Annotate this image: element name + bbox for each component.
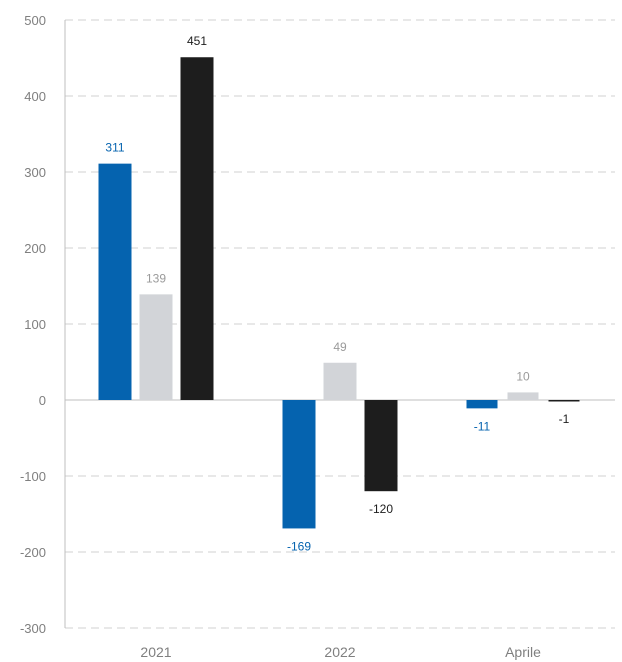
y-axis-tick-labels: 500 400 300 200 100 0 -100 -200 -300 — [20, 13, 46, 636]
data-label: -169 — [287, 539, 311, 553]
y-tick-label: 0 — [39, 393, 46, 408]
y-tick-label: 300 — [24, 165, 46, 180]
bar-series3-2021 — [180, 57, 214, 401]
data-labels: 311 139 451 -169 49 -120 -11 10 -1 — [105, 34, 569, 553]
bar-series1-2022 — [282, 400, 316, 529]
x-category-label: Aprile — [505, 644, 541, 660]
data-label: 49 — [333, 340, 347, 354]
y-tick-label: -100 — [20, 469, 46, 484]
bar-series1-2021 — [98, 163, 132, 400]
y-tick-label: -300 — [20, 621, 46, 636]
data-label: 451 — [187, 34, 207, 48]
y-tick-label: -200 — [20, 545, 46, 560]
y-tick-label: 500 — [24, 13, 46, 28]
bar-series3-2022 — [364, 400, 398, 492]
y-tick-label: 200 — [24, 241, 46, 256]
bar-series3-aprile — [548, 400, 580, 402]
x-axis-category-labels: 2021 2022 Aprile — [140, 644, 541, 660]
y-tick-label: 400 — [24, 89, 46, 104]
x-category-label: 2021 — [140, 644, 171, 660]
data-label: -120 — [369, 502, 393, 516]
bar-series2-aprile — [507, 392, 539, 400]
y-tick-label: 100 — [24, 317, 46, 332]
data-label: 10 — [516, 369, 530, 383]
data-label: -11 — [474, 419, 491, 433]
bar-series2-2022 — [323, 362, 357, 400]
bar-series1-aprile — [466, 400, 498, 409]
data-label: -1 — [559, 412, 570, 426]
x-category-label: 2022 — [324, 644, 355, 660]
bars — [98, 57, 580, 529]
data-label: 139 — [146, 271, 166, 285]
bar-series2-2021 — [139, 294, 173, 400]
data-label: 311 — [105, 141, 124, 155]
